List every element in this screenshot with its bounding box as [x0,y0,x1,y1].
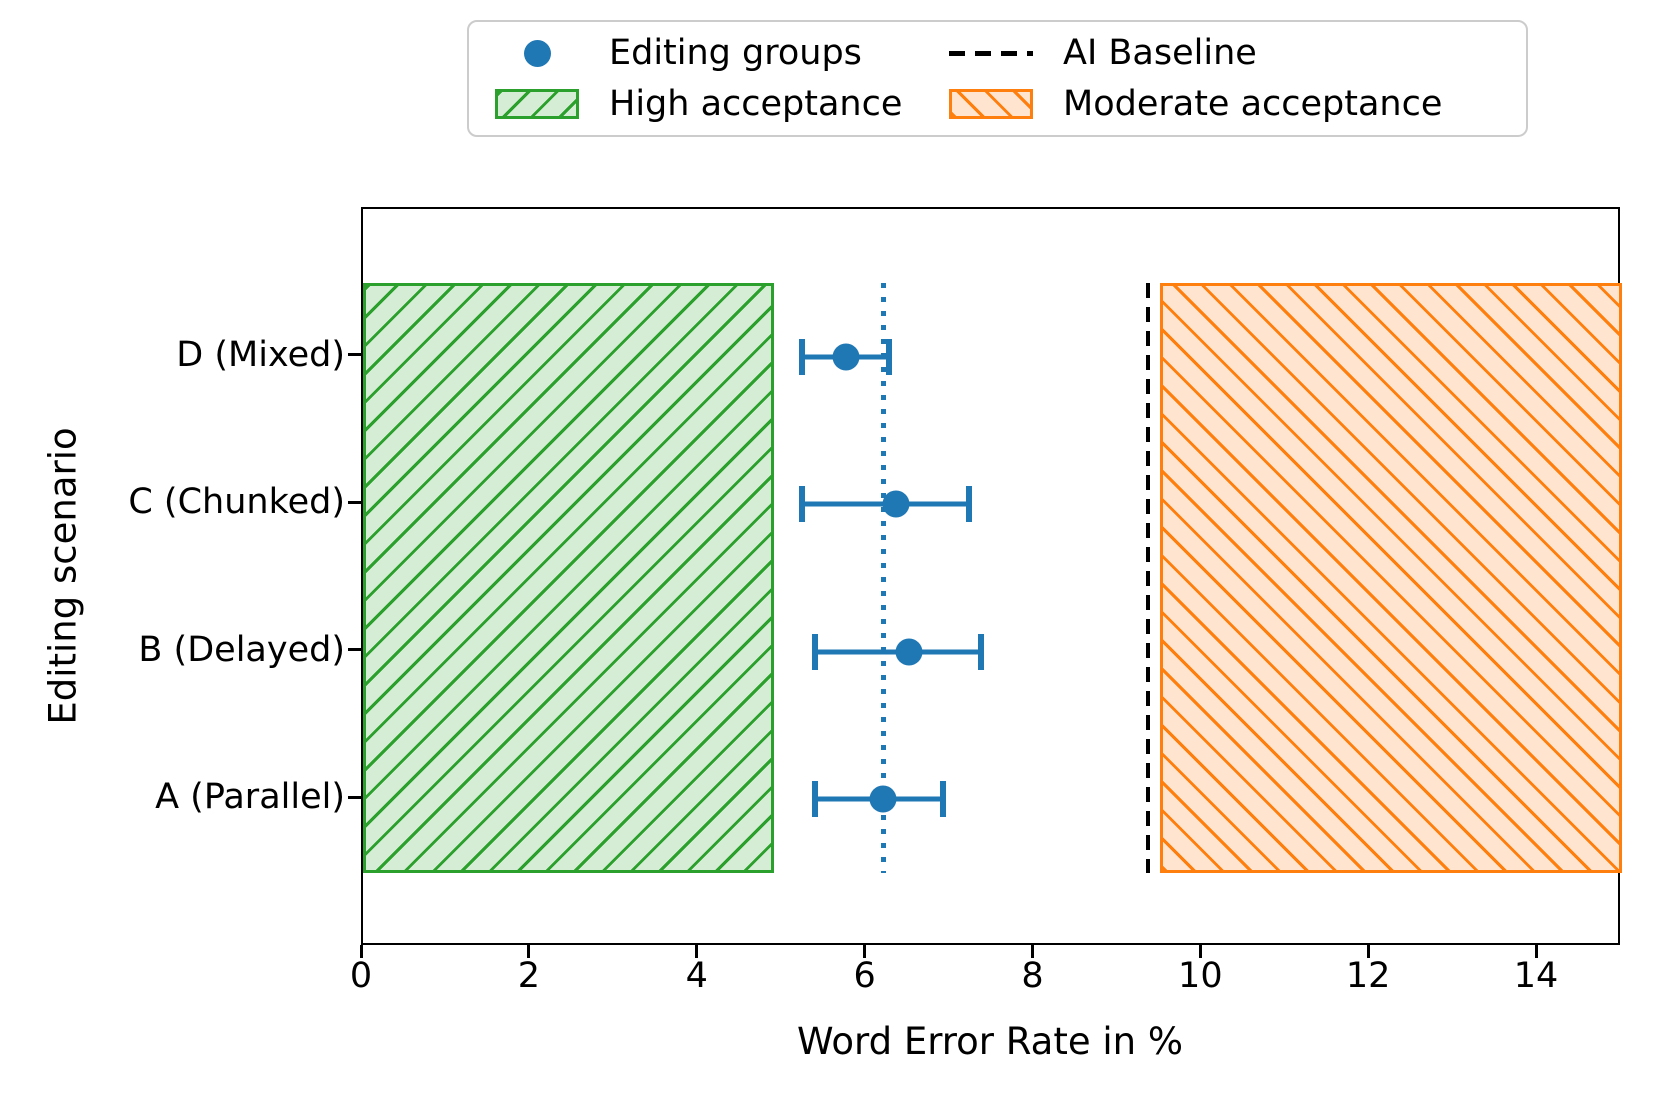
errorbar-cap-left [812,633,819,670]
y-tick [348,648,361,652]
errorbar-cap-right [885,338,892,375]
refline-ai-baseline [1145,282,1150,874]
x-tick [695,945,699,958]
errorbar-cap-right [978,633,985,670]
errorbar-cap-right [965,486,972,523]
x-axis-label: Word Error Rate in % [796,1020,1184,1063]
x-tick-label: 14 [1513,956,1559,996]
errorbar-d-mixed [799,338,892,375]
y-tick [348,500,361,504]
plot-area [361,207,1622,945]
errorbar-b-delayed [812,633,985,670]
legend-label-high-acceptance: High acceptance [609,83,903,124]
x-tick-label: 4 [685,956,708,996]
legend-label-ai-baseline: AI Baseline [1063,33,1257,73]
errorbar-cap-left [799,338,806,375]
x-tick-label: 2 [517,956,540,996]
errorbar-cap-left [812,781,819,818]
region-moderate-acceptance [1160,282,1622,874]
legend-dot-icon [495,28,579,79]
y-tick-label: B (Delayed) [138,629,345,670]
x-tick [1366,945,1370,958]
legend-label-editing-groups: Editing groups [609,33,862,73]
x-tick-label: 6 [853,956,876,996]
x-tick [1534,945,1538,958]
data-point-b-delayed [895,638,923,666]
data-point-d-mixed [832,343,860,371]
x-tick-label: 12 [1345,956,1391,996]
legend: Editing groups AI Baseline High acceptan… [467,20,1528,137]
legend-orange-hatch-icon [949,79,1033,130]
errorbar-a-parallel [812,781,947,818]
x-tick [863,945,867,958]
y-tick [348,795,361,799]
data-point-a-parallel [869,785,897,813]
legend-green-hatch-icon [495,79,579,130]
errorbar-c-chunked [799,486,972,523]
errorbar-cap-right [940,781,947,818]
region-high-acceptance [363,282,775,874]
y-axis-label: Editing scenario [41,427,85,725]
errorbar-cap-left [799,486,806,523]
x-tick-label: 8 [1021,956,1044,996]
y-tick-label: C (Chunked) [128,482,345,523]
legend-label-moderate-acceptance: Moderate acceptance [1063,83,1443,124]
x-tick [1198,945,1202,958]
legend-dashed-line-icon [949,28,1033,79]
x-tick [359,945,363,958]
y-tick-label: D (Mixed) [176,334,345,375]
x-tick [1030,945,1034,958]
refline-dotted [880,282,886,874]
x-tick [527,945,531,958]
x-tick-label: 0 [349,956,373,996]
y-tick [348,353,361,357]
data-point-c-chunked [882,490,910,518]
y-tick-label: A (Parallel) [155,777,345,818]
x-tick-label: 10 [1178,956,1223,996]
